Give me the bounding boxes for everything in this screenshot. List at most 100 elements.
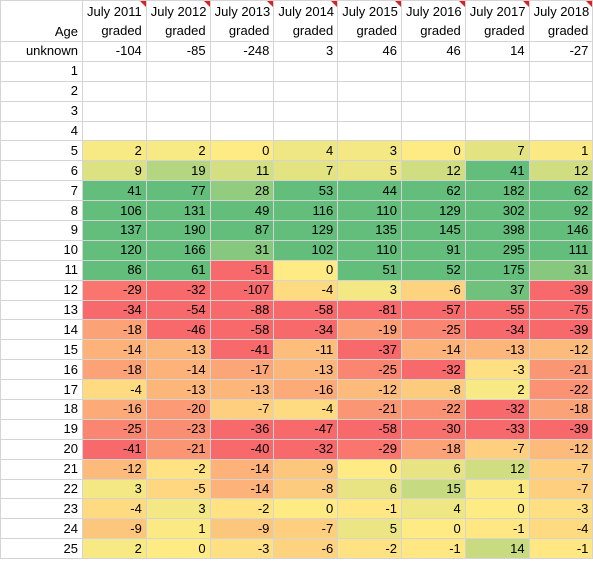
- cell: 14: [464, 538, 530, 560]
- cell: -29: [82, 279, 147, 301]
- cell: -7: [209, 399, 275, 420]
- cell: 28: [209, 180, 275, 202]
- cell: 5: [337, 518, 402, 540]
- cell: -47: [273, 418, 339, 440]
- cell: [400, 100, 466, 122]
- row-label: 3: [0, 100, 83, 122]
- cell: -6: [400, 279, 466, 301]
- cell: 145: [400, 220, 466, 241]
- cell: [209, 120, 275, 142]
- cell: -51: [209, 259, 275, 281]
- cell: -20: [145, 399, 211, 420]
- data-row: 24 -9 1 -9 -7 5 0 -1 -4: [0, 518, 593, 540]
- row-label: 15: [0, 339, 83, 361]
- cell: -12: [337, 379, 402, 401]
- data-row: 25 2 0 -3 -6 -2 -1 14 -1: [0, 538, 593, 560]
- column-header: July 2014 graded: [273, 0, 339, 42]
- cell: -18: [400, 438, 466, 460]
- cell: 53: [273, 180, 339, 202]
- cell: 0: [337, 458, 402, 480]
- corner-header: Age: [0, 0, 83, 42]
- cell: 110: [337, 200, 402, 222]
- cell: 3: [273, 41, 339, 62]
- row-label: 24: [0, 518, 83, 540]
- cell: [145, 80, 211, 102]
- cell: [528, 120, 593, 142]
- cell: 1: [528, 140, 593, 162]
- cell: 91: [400, 239, 466, 261]
- row-label: 8: [0, 200, 83, 222]
- cell: 62: [528, 180, 593, 202]
- cell: -54: [145, 299, 211, 321]
- cell: -13: [464, 339, 530, 361]
- cell: [337, 100, 402, 122]
- cell: -32: [273, 438, 339, 460]
- cell: 46: [337, 41, 402, 62]
- cell: 12: [464, 458, 530, 480]
- cell: 4: [400, 498, 466, 520]
- cell: -19: [337, 319, 402, 341]
- cell: 0: [273, 259, 339, 281]
- cell: 137: [82, 220, 147, 241]
- cell: -25: [82, 418, 147, 440]
- cell: -32: [400, 359, 466, 381]
- cell: [528, 80, 593, 102]
- cell: 295: [464, 239, 530, 261]
- column-header: July 2016 graded: [400, 0, 466, 42]
- cell: [273, 60, 339, 82]
- cell: -14: [209, 478, 275, 500]
- cell: -22: [528, 379, 593, 401]
- data-row: 23 -4 3 -2 0 -1 4 0 -3: [0, 498, 593, 520]
- cell: 77: [145, 180, 211, 202]
- cell: -6: [273, 538, 339, 560]
- cell: -13: [145, 339, 211, 361]
- header-line: July 2011: [87, 4, 142, 19]
- cell: -34: [273, 319, 339, 341]
- column-header: July 2018 graded: [528, 0, 593, 42]
- cell: -7: [528, 478, 593, 500]
- cell: 92: [528, 200, 593, 222]
- cell: [209, 100, 275, 122]
- header-line: July 2017: [469, 4, 526, 19]
- column-header: July 2017 graded: [464, 0, 530, 42]
- header-row: Age July 2011 graded July 2012 graded July 2…: [0, 0, 593, 42]
- header-line: July 2014: [278, 4, 335, 19]
- cell: -7: [273, 518, 339, 540]
- data-row: 6 9 19 11 7 5 12 41 12: [0, 160, 593, 182]
- cell: -57: [400, 299, 466, 321]
- cell: 2: [464, 379, 530, 401]
- header-line: graded: [420, 23, 461, 38]
- cell: -16: [82, 399, 147, 420]
- cell: -4: [82, 379, 147, 401]
- cell: [337, 120, 402, 142]
- data-row: 13 -34 -54 -88 -58 -81 -57 -55 -75: [0, 299, 593, 321]
- cell: -34: [82, 299, 147, 321]
- cell: -32: [464, 399, 530, 420]
- cell: 49: [209, 200, 275, 222]
- cell: 87: [209, 220, 275, 241]
- cell: -39: [528, 319, 593, 341]
- row-label: 22: [0, 478, 83, 500]
- cell: 398: [464, 220, 530, 241]
- data-row: 3: [0, 100, 593, 122]
- cell: 37: [464, 279, 530, 301]
- cell: -12: [528, 438, 593, 460]
- cell: -29: [337, 438, 402, 460]
- cell: 110: [337, 239, 402, 261]
- cell: -4: [273, 279, 339, 301]
- cell: -3: [528, 498, 593, 520]
- cell: -33: [464, 418, 530, 440]
- row-label: 17: [0, 379, 83, 401]
- cell: -14: [145, 359, 211, 381]
- column-header: July 2015 graded: [337, 0, 402, 42]
- cell: [464, 120, 530, 142]
- cell: 0: [400, 518, 466, 540]
- cell: [145, 60, 211, 82]
- row-label: 23: [0, 498, 83, 520]
- header-line: graded: [101, 23, 142, 38]
- cell: [400, 80, 466, 102]
- cell: [209, 80, 275, 102]
- cell: -17: [209, 359, 275, 381]
